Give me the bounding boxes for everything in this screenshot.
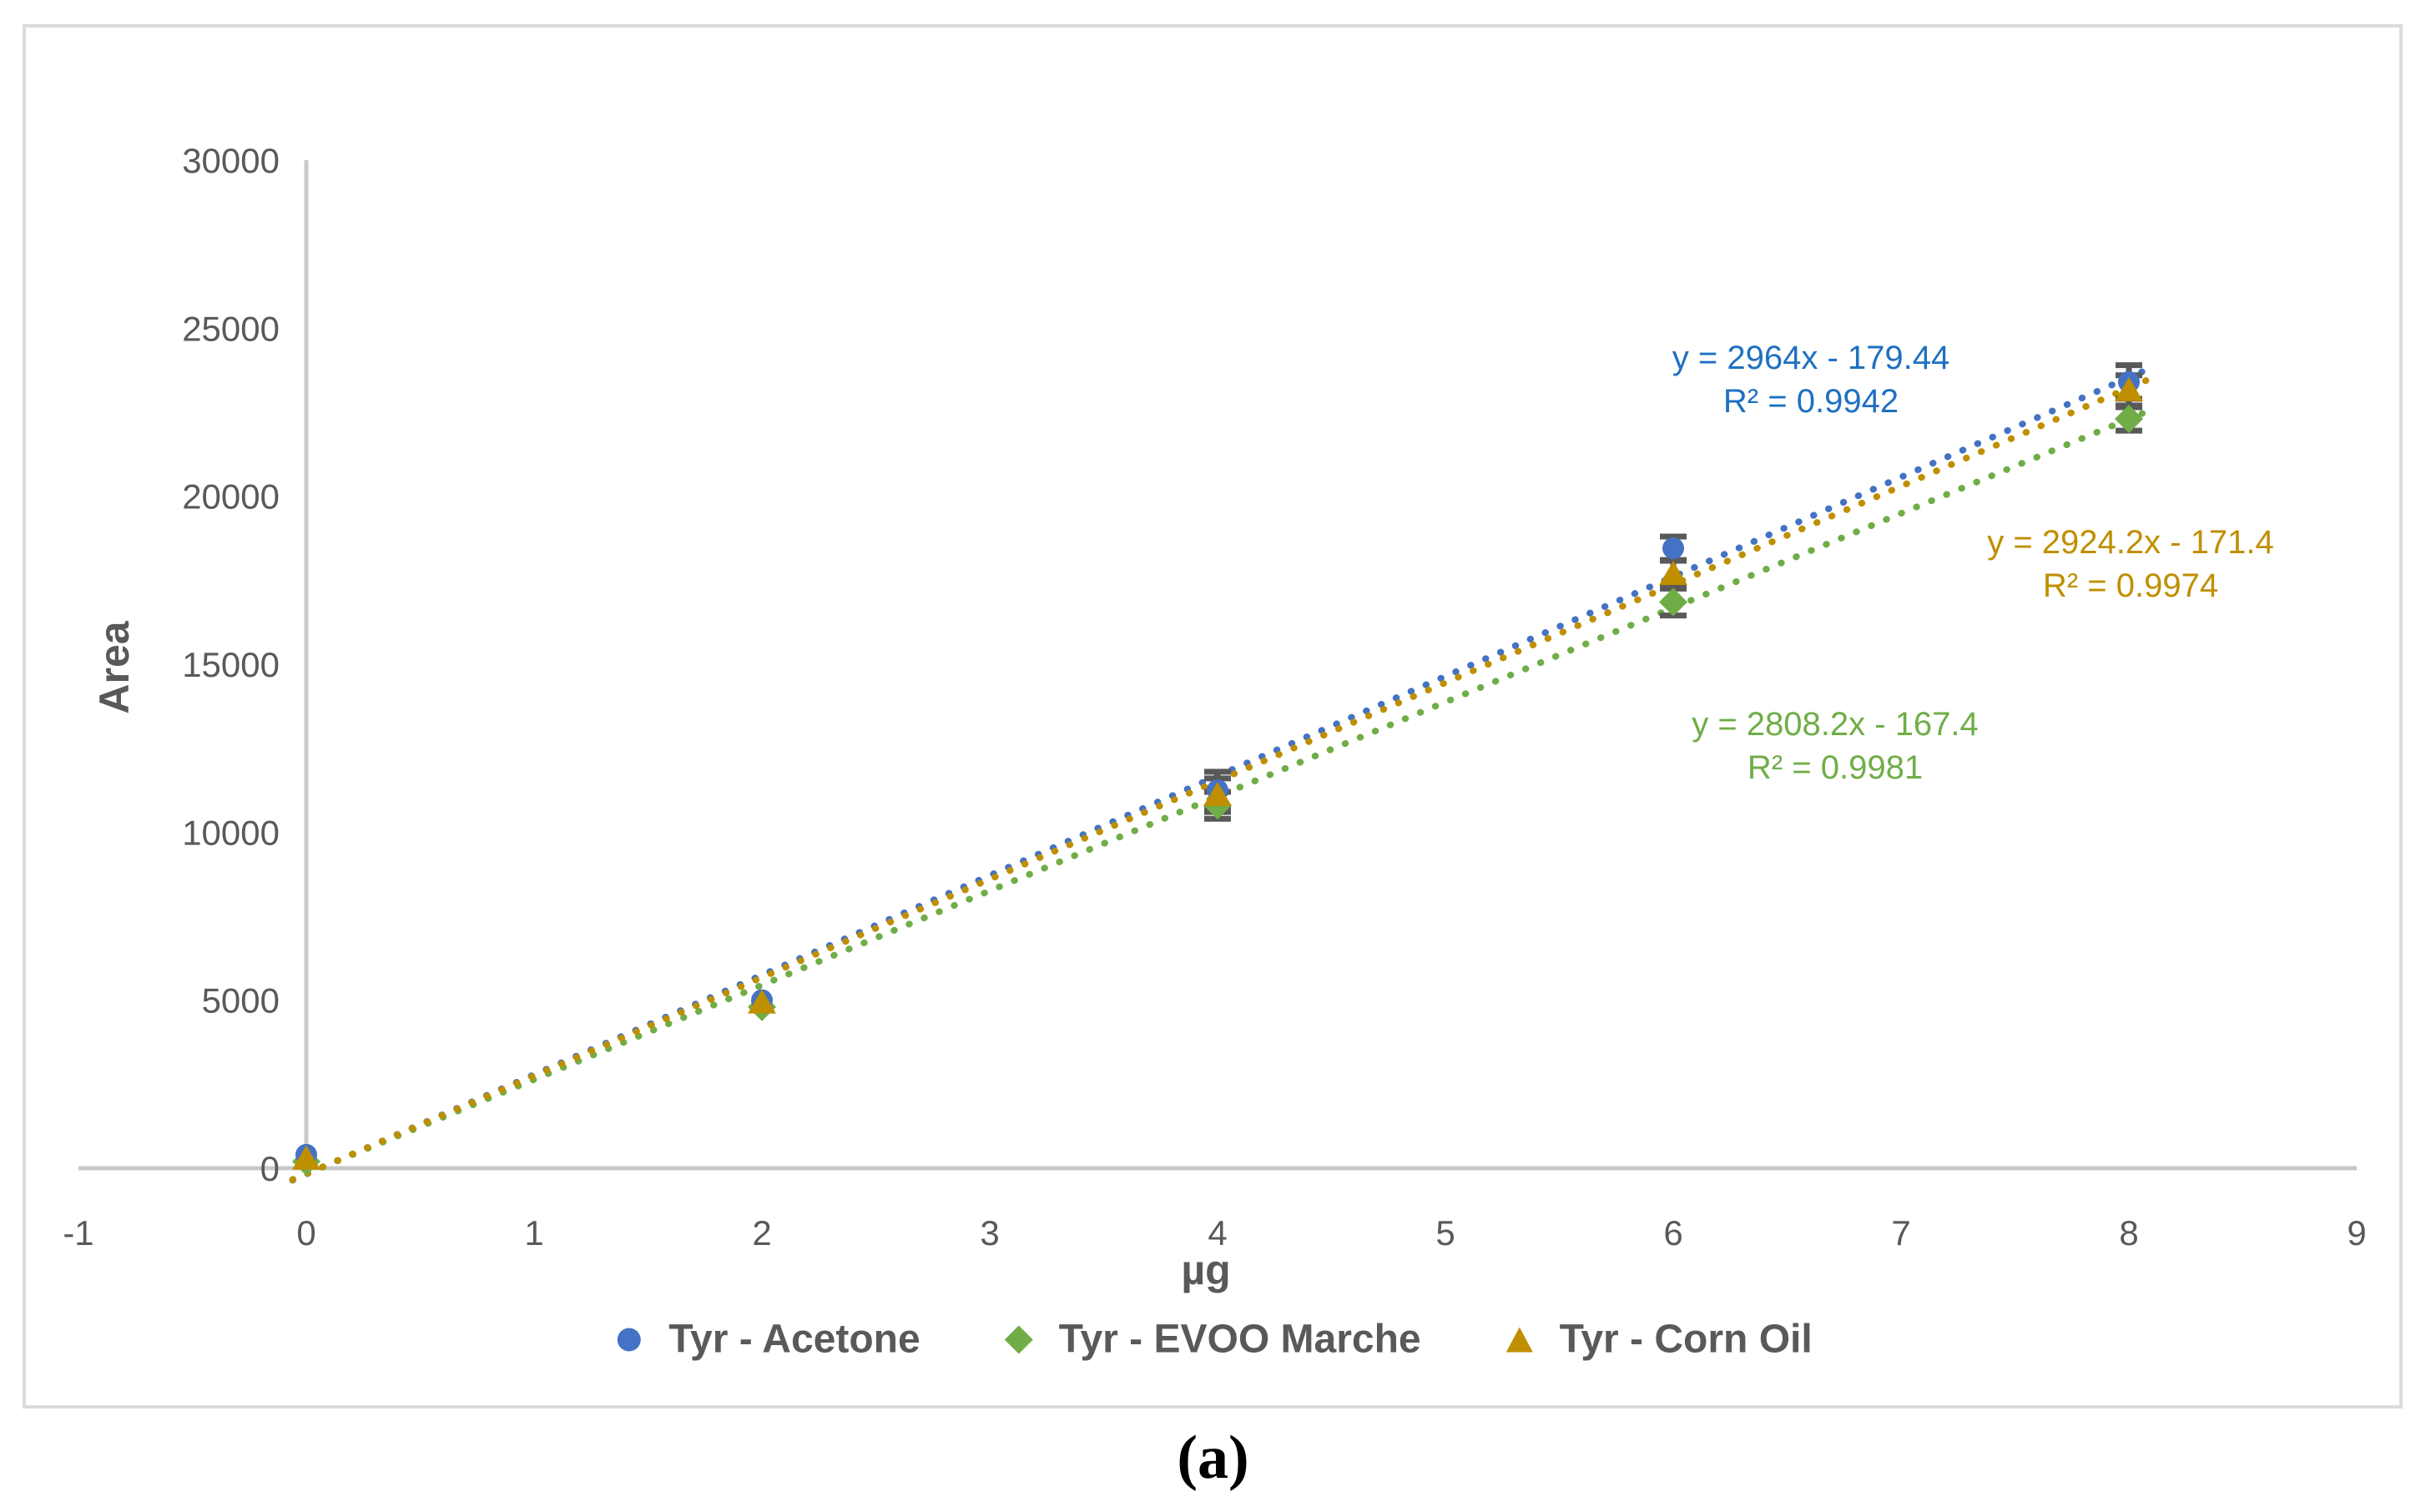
x-tick-label: 0 [296, 1213, 315, 1252]
x-tick-label: 5 [1435, 1213, 1455, 1252]
equation-text: y = 2964x - 179.44 [1672, 340, 1950, 376]
r-squared-text: R² = 0.9942 [1722, 383, 1899, 420]
legend-entry-evoo: Tyr - EVOO Marche [1004, 1317, 1421, 1363]
legend-entry-corn-oil: Tyr - Corn Oil [1505, 1317, 1813, 1363]
equation-text: y = 2924.2x - 171.4 [1987, 524, 2274, 561]
data-point-diamond [2115, 405, 2143, 434]
legend-entry-acetone: Tyr - Acetone [613, 1317, 920, 1363]
legend-label: Tyr - EVOO Marche [1058, 1317, 1421, 1362]
y-tick-label: 25000 [182, 309, 280, 348]
diamond-marker-icon [1004, 1325, 1033, 1353]
data-point-triangle [1203, 782, 1232, 807]
x-tick-label: 9 [2347, 1213, 2366, 1252]
y-tick-label: 5000 [202, 981, 280, 1021]
x-tick-label: 8 [2119, 1213, 2138, 1252]
y-tick-label: 20000 [182, 477, 280, 517]
trendline-equation-acetone: y = 2964x - 179.44 R² = 0.9942 [1672, 336, 1949, 423]
data-point-triangle [748, 989, 776, 1014]
x-tick-label: 4 [1208, 1213, 1227, 1252]
data-point-circle [1662, 537, 1684, 560]
circle-marker-icon [617, 1328, 641, 1351]
triangle-marker-icon [1506, 1327, 1533, 1352]
legend-label: Tyr - Corn Oil [1559, 1317, 1813, 1362]
x-tick-label: 7 [1891, 1213, 1910, 1252]
data-point-triangle [292, 1145, 320, 1170]
x-tick-label: 1 [524, 1213, 543, 1252]
x-tick-label: -1 [63, 1213, 93, 1252]
x-axis-title: µg [1181, 1247, 1231, 1293]
figure-caption: (a) [1177, 1424, 1249, 1492]
trendline-2 [289, 372, 2160, 1183]
figure-border [23, 24, 2403, 1409]
y-axis-title: Area [91, 621, 138, 714]
x-tick-label: 3 [980, 1213, 999, 1252]
data-point-triangle [1659, 561, 1687, 586]
data-point-diamond [1659, 587, 1687, 617]
y-tick-label: 30000 [182, 141, 280, 180]
chart-legend: Tyr - Acetone Tyr - EVOO Marche Tyr - Co… [613, 1317, 1813, 1363]
r-squared-text: R² = 0.9974 [2042, 567, 2219, 604]
y-tick-label: 15000 [182, 645, 280, 684]
y-tick-label: 0 [260, 1149, 280, 1188]
x-tick-label: 6 [1663, 1213, 1682, 1252]
trendline-equation-evoo: y = 2808.2x - 167.4 R² = 0.9981 [1692, 703, 1979, 789]
r-squared-text: R² = 0.9981 [1747, 749, 1924, 786]
legend-label: Tyr - Acetone [668, 1317, 920, 1362]
trendline-equation-corn-oil: y = 2924.2x - 171.4 R² = 0.9974 [1987, 521, 2274, 607]
equation-text: y = 2808.2x - 167.4 [1692, 706, 1979, 743]
data-point-triangle [2115, 376, 2143, 401]
x-tick-label: 2 [752, 1213, 771, 1252]
y-tick-label: 10000 [182, 813, 280, 852]
